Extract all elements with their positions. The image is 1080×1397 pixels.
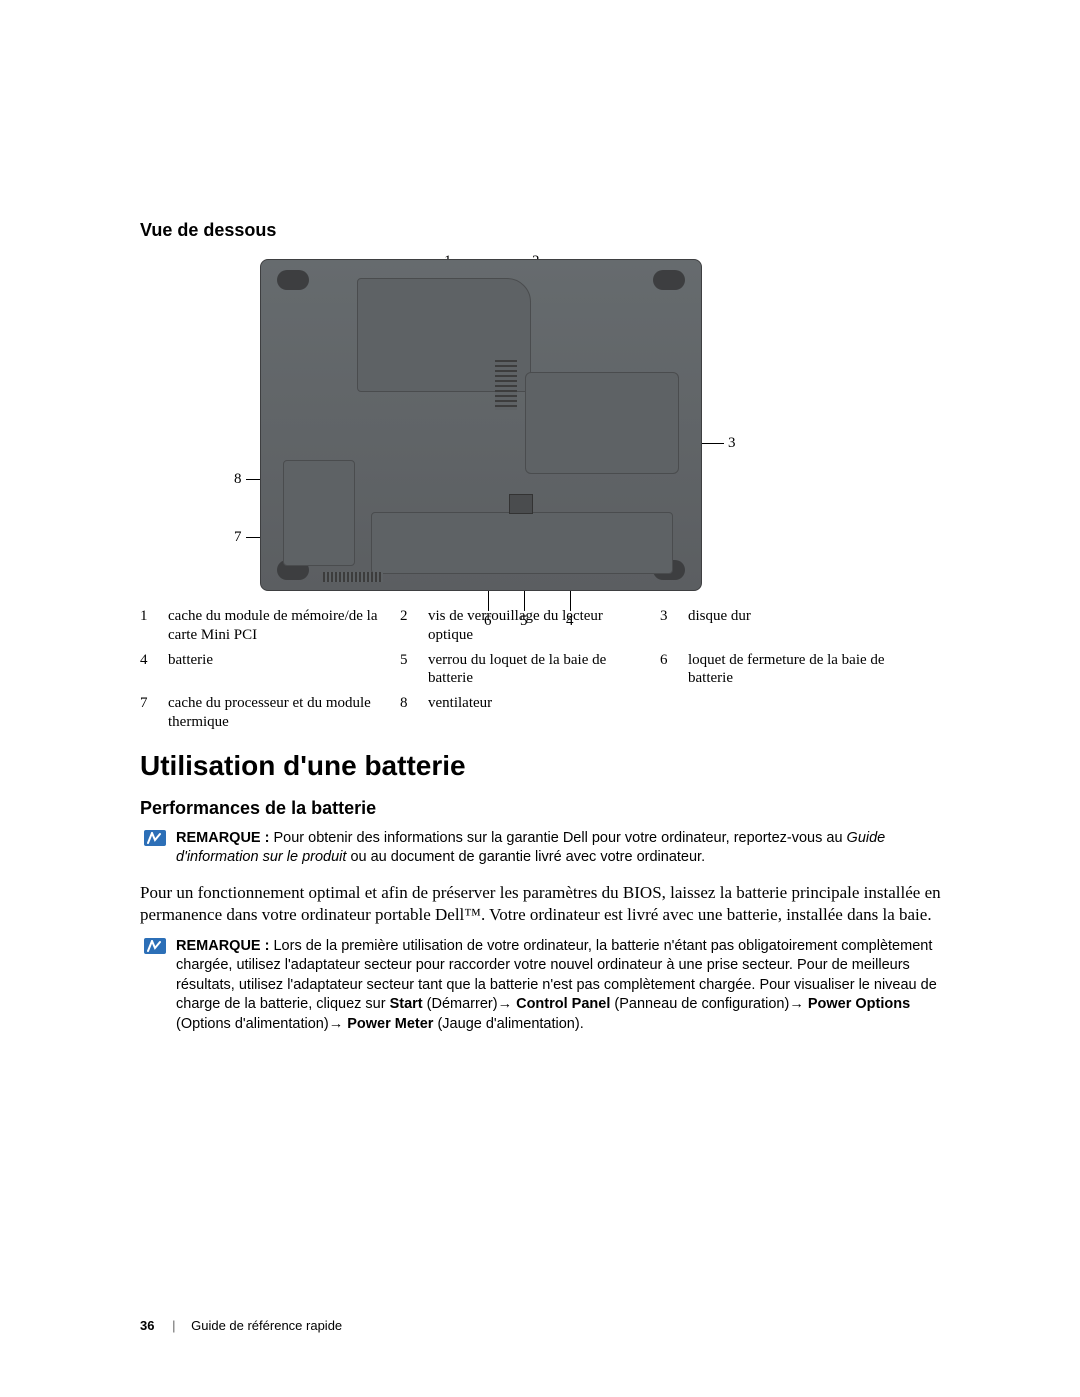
footer-doc-title: Guide de référence rapide bbox=[191, 1318, 342, 1333]
arrow-icon: → bbox=[789, 996, 808, 1012]
legend-num: 2 bbox=[400, 607, 428, 645]
callout-7: 7 bbox=[234, 529, 242, 546]
bold-start: Start bbox=[390, 996, 423, 1012]
legend-text: cache du module de mémoire/de la carte M… bbox=[168, 607, 400, 645]
legend-text bbox=[688, 694, 920, 732]
body-paragraph: Pour un fonctionnement optimal et afin d… bbox=[140, 882, 950, 927]
note-content: REMARQUE : Pour obtenir des informations… bbox=[176, 830, 885, 866]
note-label: REMARQUE : bbox=[176, 830, 269, 846]
section-heading: Vue de dessous bbox=[140, 220, 950, 241]
legend-num bbox=[660, 694, 688, 732]
bold-power-options: Power Options bbox=[808, 996, 910, 1012]
note-text: (Panneau de configuration) bbox=[610, 996, 789, 1012]
heading-battery-performance: Performances de la batterie bbox=[140, 798, 950, 819]
callout-6: 6 bbox=[484, 613, 492, 630]
legend-row: 7cache du processeur et du module thermi… bbox=[140, 694, 950, 732]
legend-text: verrou du loquet de la baie de batterie bbox=[428, 651, 660, 689]
legend-text: vis de verrouillage du lecteur optique bbox=[428, 607, 660, 645]
battery-panel bbox=[371, 512, 673, 574]
arrow-icon: → bbox=[498, 996, 517, 1012]
legend-text: cache du processeur et du module thermiq… bbox=[168, 694, 400, 732]
bottom-vent-slots bbox=[323, 572, 383, 582]
callout-3: 3 bbox=[728, 435, 736, 452]
note-icon bbox=[144, 938, 166, 954]
bold-control-panel: Control Panel bbox=[516, 996, 610, 1012]
footer-separator: | bbox=[172, 1318, 175, 1333]
note-text: (Jauge d'alimentation). bbox=[433, 1016, 583, 1032]
note-block: REMARQUE : Lors de la première utilisati… bbox=[140, 937, 950, 1035]
cpu-thermal-cover-panel bbox=[283, 460, 355, 566]
note-label: REMARQUE : bbox=[176, 938, 269, 954]
battery-latch bbox=[509, 494, 533, 514]
note-text: ou au document de garantie livré avec vo… bbox=[346, 849, 705, 865]
page: Vue de dessous 1 2 3 8 7 6 5 4 bbox=[0, 0, 1080, 1397]
note-text: Pour obtenir des informations sur la gar… bbox=[269, 830, 846, 846]
bold-power-meter: Power Meter bbox=[347, 1016, 433, 1032]
legend-row: 1cache du module de mémoire/de la carte … bbox=[140, 607, 950, 645]
legend-num: 7 bbox=[140, 694, 168, 732]
arrow-icon: → bbox=[329, 1016, 348, 1032]
legend-num: 1 bbox=[140, 607, 168, 645]
hard-drive-panel bbox=[525, 372, 679, 474]
legend-num: 3 bbox=[660, 607, 688, 645]
legend-text: disque dur bbox=[688, 607, 920, 645]
note-icon bbox=[144, 830, 166, 846]
heading-battery-use: Utilisation d'une batterie bbox=[140, 750, 950, 782]
note-block: REMARQUE : Pour obtenir des informations… bbox=[140, 829, 950, 868]
legend-num: 6 bbox=[660, 651, 688, 689]
rubber-foot bbox=[277, 270, 309, 290]
vent-slots bbox=[495, 360, 517, 410]
callout-4: 4 bbox=[566, 613, 574, 630]
page-number: 36 bbox=[140, 1318, 154, 1333]
callout-8: 8 bbox=[234, 471, 242, 488]
laptop-bottom-illustration bbox=[260, 259, 702, 591]
rubber-foot bbox=[653, 270, 685, 290]
legend-text: ventilateur bbox=[428, 694, 660, 732]
legend-num: 5 bbox=[400, 651, 428, 689]
note-text: (Options d'alimentation) bbox=[176, 1016, 329, 1032]
legend-row: 4batterie 5verrou du loquet de la baie d… bbox=[140, 651, 950, 689]
figure-legend: 1cache du module de mémoire/de la carte … bbox=[140, 607, 950, 732]
legend-text: loquet de fermeture de la baie de batter… bbox=[688, 651, 920, 689]
callout-5: 5 bbox=[520, 613, 528, 630]
note-text: (Démarrer) bbox=[423, 996, 498, 1012]
legend-text: batterie bbox=[168, 651, 400, 689]
legend-num: 4 bbox=[140, 651, 168, 689]
page-footer: 36 | Guide de référence rapide bbox=[140, 1318, 342, 1333]
figure-bottom-view: 1 2 3 8 7 6 5 4 bbox=[230, 259, 830, 591]
note-content: REMARQUE : Lors de la première utilisati… bbox=[176, 938, 937, 1032]
legend-num: 8 bbox=[400, 694, 428, 732]
